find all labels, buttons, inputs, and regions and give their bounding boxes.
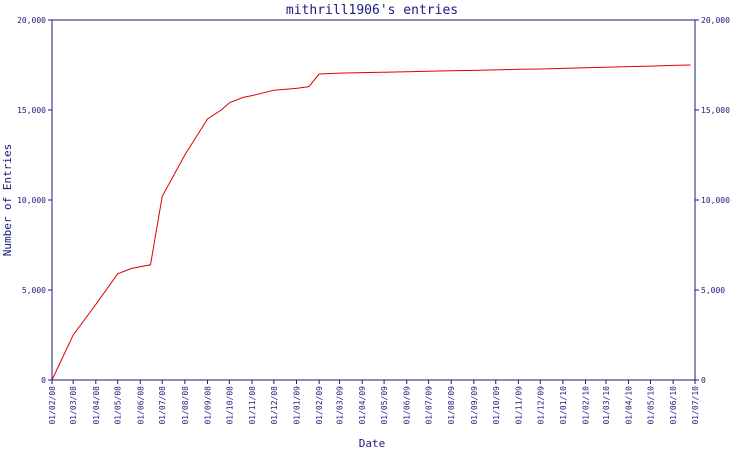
x-tick-label: 01/07/08 [158, 386, 167, 425]
x-tick-label: 01/10/09 [492, 386, 501, 425]
x-tick-label: 01/11/08 [248, 386, 257, 425]
x-tick-label: 01/02/08 [48, 386, 57, 425]
x-tick-label: 01/01/09 [293, 386, 302, 425]
y-tick-label-right: 20,000 [701, 16, 730, 25]
x-tick-label: 01/08/09 [447, 386, 456, 425]
plot-area [51, 19, 696, 381]
y-tick-label-left: 5,000 [22, 286, 46, 295]
x-tick-label: 01/08/08 [181, 386, 190, 425]
x-tick-label: 01/09/08 [203, 386, 212, 425]
x-tick-label: 01/01/10 [559, 386, 568, 425]
x-tick-label: 01/05/09 [380, 386, 389, 425]
y-tick-label-left: 0 [41, 376, 46, 385]
x-tick-label: 01/06/10 [669, 386, 678, 425]
x-tick-label: 01/12/08 [270, 386, 279, 425]
y-tick-label-right: 5,000 [701, 286, 725, 295]
x-tick-label: 01/09/09 [470, 386, 479, 425]
x-tick-label: 01/05/10 [646, 386, 655, 425]
x-tick-label: 01/02/09 [315, 386, 324, 425]
x-tick-label: 01/04/09 [358, 386, 367, 425]
x-tick-label: 01/07/09 [425, 386, 434, 425]
x-tick-label: 01/06/08 [136, 386, 145, 425]
x-tick-label: 01/03/10 [602, 386, 611, 425]
x-tick-label: 01/11/09 [514, 386, 523, 425]
chart-title: mithrill1906's entries [286, 3, 458, 18]
x-axis-label: Date [359, 437, 386, 450]
y-tick-label-left: 10,000 [17, 196, 46, 205]
x-tick-label: 01/02/10 [582, 386, 591, 425]
x-tick-label: 01/03/09 [336, 386, 345, 425]
x-tick-label: 01/10/08 [225, 386, 234, 425]
y-axis-right: 0 5,000 10,000 15,000 20,000 [695, 16, 730, 385]
x-tick-label: 01/06/09 [403, 386, 412, 425]
y-tick-label-right: 15,000 [701, 106, 730, 115]
x-tick-label: 01/04/10 [625, 386, 634, 425]
y-tick-label-right: 10,000 [701, 196, 730, 205]
y-tick-label-left: 15,000 [17, 106, 46, 115]
x-tick-label: 01/07/10 [691, 386, 700, 425]
entries-series-line [51, 64, 691, 381]
y-tick-label-left: 20,000 [17, 16, 46, 25]
x-axis: 01/02/08 01/03/08 01/04/08 01/05/08 01/06/08… [48, 380, 700, 425]
x-tick-label: 01/03/08 [69, 386, 78, 425]
x-tick-label: 01/05/08 [114, 386, 123, 425]
y-axis-label: Number of Entries [1, 144, 14, 257]
y-axis-left: 0 5,000 10,000 15,000 20,000 [17, 16, 52, 385]
x-tick-label: 01/12/09 [536, 386, 545, 425]
x-tick-label: 01/04/08 [92, 386, 101, 425]
y-tick-label-right: 0 [701, 376, 706, 385]
